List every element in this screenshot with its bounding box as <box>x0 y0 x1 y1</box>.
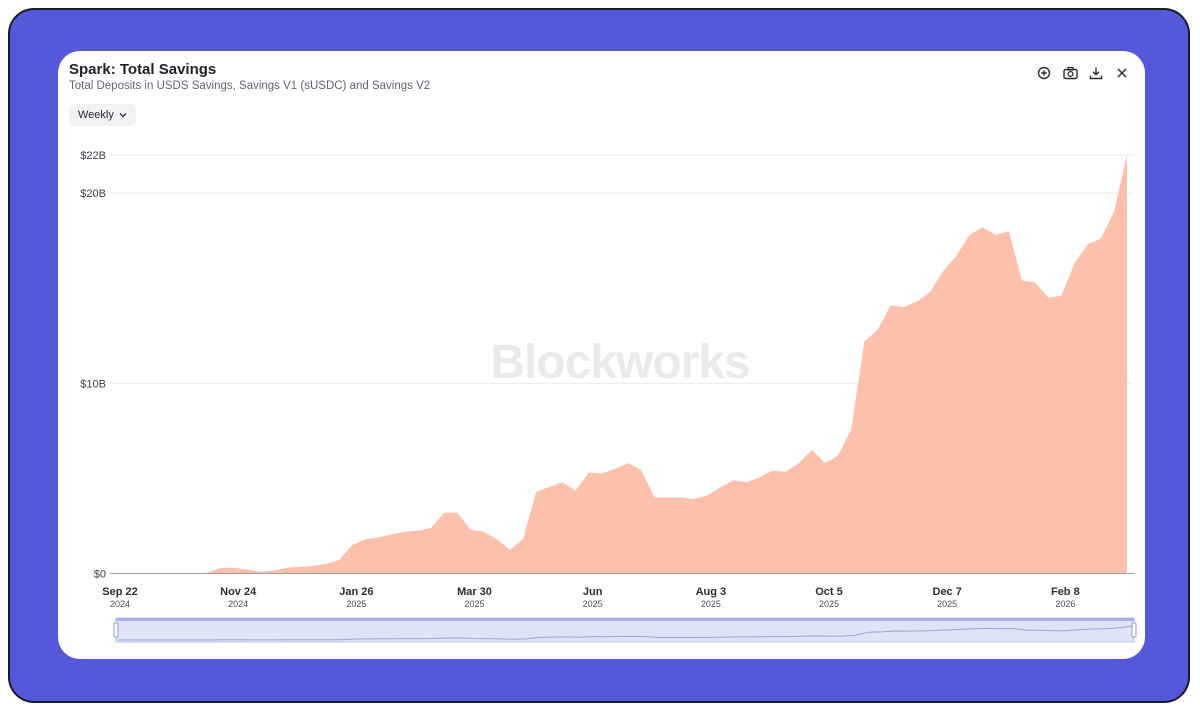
y-tick-label: $0 <box>94 569 106 581</box>
savings-area <box>116 155 1127 574</box>
x-tick-year: 2025 <box>346 599 366 609</box>
chart-toolbar <box>1035 64 1131 82</box>
x-tick-label: Dec 7 <box>933 586 962 598</box>
zoom-in-icon[interactable] <box>1035 64 1053 82</box>
x-tick-label: Nov 24 <box>220 586 257 598</box>
x-tick-label: Oct 5 <box>815 586 843 598</box>
x-tick-year: 2026 <box>1055 599 1075 609</box>
x-tick-label: Jan 26 <box>339 586 373 598</box>
watermark: Blockworks <box>490 336 749 389</box>
savings-area-chart: Blockworks $0$10B$20B$22B Sep 222024Nov … <box>80 150 1137 643</box>
x-tick-year: 2024 <box>110 599 130 609</box>
x-tick-label: Jun <box>583 586 603 598</box>
x-tick-year: 2025 <box>464 599 484 609</box>
x-tick-label: Sep 22 <box>102 586 137 598</box>
x-tick-label: Feb 8 <box>1051 586 1080 598</box>
x-tick-year: 2025 <box>701 599 721 609</box>
x-tick-label: Aug 3 <box>696 586 727 598</box>
y-tick-label: $22B <box>80 150 106 162</box>
close-icon[interactable] <box>1113 64 1131 82</box>
chart-subtitle: Total Deposits in USDS Savings, Savings … <box>69 80 431 92</box>
x-tick-year: 2025 <box>819 599 839 609</box>
chart-title: Spark: Total Savings <box>69 61 217 78</box>
interval-dropdown[interactable]: Weekly <box>69 104 136 126</box>
interval-dropdown-label: Weekly <box>78 109 114 121</box>
range-handle-left[interactable] <box>113 622 119 638</box>
x-tick-year: 2025 <box>937 599 957 609</box>
x-tick-year: 2025 <box>583 599 603 609</box>
range-handle-right[interactable] <box>1131 622 1137 638</box>
range-navigator[interactable] <box>113 617 1137 643</box>
chevron-down-icon <box>119 112 127 118</box>
chart-card: Spark: Total Savings Total Deposits in U… <box>58 51 1145 659</box>
x-tick-year: 2024 <box>228 599 248 609</box>
x-tick-label: Mar 30 <box>457 586 492 598</box>
y-tick-label: $10B <box>80 378 106 390</box>
camera-icon[interactable] <box>1061 64 1079 82</box>
download-icon[interactable] <box>1087 64 1105 82</box>
y-tick-label: $20B <box>80 188 106 200</box>
